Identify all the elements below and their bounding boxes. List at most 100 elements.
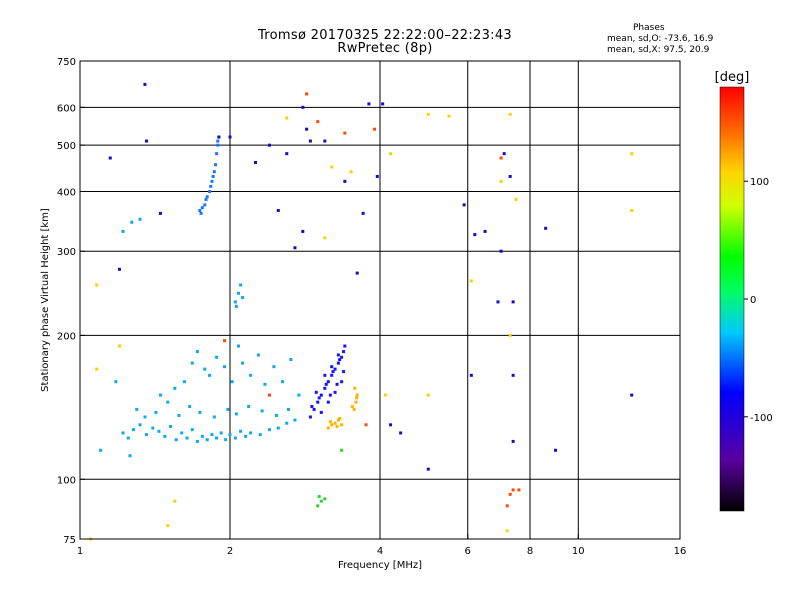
data-point bbox=[241, 361, 245, 365]
data-point bbox=[330, 165, 334, 169]
data-point bbox=[323, 386, 327, 390]
data-point bbox=[188, 404, 192, 408]
data-point bbox=[330, 423, 334, 427]
data-point bbox=[328, 420, 332, 424]
x-tick-label: 2 bbox=[227, 546, 233, 557]
data-point bbox=[286, 407, 290, 411]
data-point bbox=[508, 174, 512, 178]
data-point bbox=[293, 418, 297, 422]
colorbar-tick-label: 0 bbox=[750, 295, 756, 306]
data-point bbox=[210, 179, 214, 183]
data-point bbox=[511, 300, 515, 304]
data-point bbox=[447, 114, 451, 118]
phase-stats-x: mean, sd,X: 97.5, 20.9 bbox=[607, 45, 710, 55]
phase-stats-title: Phases bbox=[633, 23, 665, 33]
data-point bbox=[426, 112, 430, 116]
data-point bbox=[319, 410, 323, 414]
data-point bbox=[190, 428, 194, 432]
data-point bbox=[267, 393, 271, 397]
data-point bbox=[95, 367, 99, 371]
data-point bbox=[297, 393, 301, 397]
data-point bbox=[308, 415, 312, 419]
data-point bbox=[131, 428, 135, 432]
data-point bbox=[352, 407, 356, 411]
data-point bbox=[338, 417, 342, 421]
data-point bbox=[253, 160, 257, 164]
data-point bbox=[305, 92, 309, 96]
data-point bbox=[166, 400, 170, 404]
data-point bbox=[305, 127, 309, 131]
data-point bbox=[117, 267, 121, 271]
data-point bbox=[426, 393, 430, 397]
data-point bbox=[215, 152, 219, 156]
data-point bbox=[138, 423, 142, 427]
data-point bbox=[234, 412, 238, 416]
data-point bbox=[326, 426, 330, 430]
data-point bbox=[157, 429, 161, 433]
data-point bbox=[166, 524, 170, 528]
data-point bbox=[275, 413, 279, 417]
data-point bbox=[293, 246, 297, 250]
axis-ticks: 1 2 4 6 8 10 16 75 100 200 300 400 500 600 750 bbox=[57, 57, 686, 557]
data-point bbox=[239, 429, 243, 433]
data-point bbox=[469, 279, 473, 283]
data-point bbox=[328, 393, 332, 397]
data-point bbox=[216, 143, 220, 147]
data-point bbox=[247, 404, 251, 408]
data-point bbox=[204, 197, 208, 201]
data-point bbox=[177, 413, 181, 417]
data-point bbox=[499, 179, 503, 183]
x-tick-label: 1 bbox=[77, 546, 83, 557]
data-point bbox=[236, 344, 240, 348]
data-point bbox=[630, 152, 634, 156]
data-point bbox=[338, 358, 342, 362]
data-point bbox=[323, 373, 327, 377]
data-point bbox=[333, 390, 337, 394]
data-point bbox=[342, 350, 346, 354]
data-point bbox=[211, 174, 215, 178]
data-point bbox=[212, 415, 216, 419]
data-point bbox=[517, 488, 521, 492]
data-point bbox=[267, 143, 271, 147]
data-point bbox=[343, 344, 347, 348]
data-point bbox=[511, 488, 515, 492]
data-point bbox=[145, 139, 149, 143]
data-point bbox=[514, 197, 518, 201]
data-point bbox=[350, 404, 354, 408]
data-point bbox=[135, 407, 139, 411]
data-points bbox=[89, 82, 634, 541]
data-point bbox=[185, 436, 189, 440]
data-point bbox=[367, 102, 371, 106]
data-point bbox=[361, 211, 365, 215]
data-point bbox=[333, 367, 337, 371]
data-point bbox=[343, 131, 347, 135]
data-point bbox=[285, 152, 289, 156]
data-point bbox=[354, 400, 358, 404]
data-point bbox=[326, 380, 330, 384]
data-point bbox=[511, 373, 515, 377]
data-point bbox=[203, 203, 207, 207]
data-point bbox=[233, 436, 237, 440]
data-point bbox=[505, 504, 509, 508]
data-point bbox=[355, 271, 359, 275]
data-point bbox=[244, 434, 248, 438]
data-point bbox=[228, 433, 232, 437]
data-point bbox=[258, 433, 262, 437]
data-point bbox=[130, 220, 134, 224]
data-point bbox=[553, 448, 557, 452]
data-point bbox=[200, 206, 204, 210]
data-point bbox=[241, 296, 245, 300]
data-point bbox=[276, 426, 280, 430]
data-point bbox=[319, 393, 323, 397]
data-point bbox=[249, 373, 253, 377]
colorbar-tick-label: -100 bbox=[750, 413, 773, 424]
y-tick-label: 600 bbox=[57, 103, 76, 114]
data-point bbox=[233, 300, 237, 304]
data-point bbox=[163, 434, 167, 438]
y-tick-label: 750 bbox=[57, 57, 76, 68]
data-point bbox=[126, 436, 130, 440]
y-tick-label: 500 bbox=[57, 141, 76, 152]
data-point bbox=[158, 211, 162, 215]
data-point bbox=[223, 365, 227, 369]
data-point bbox=[330, 365, 334, 369]
